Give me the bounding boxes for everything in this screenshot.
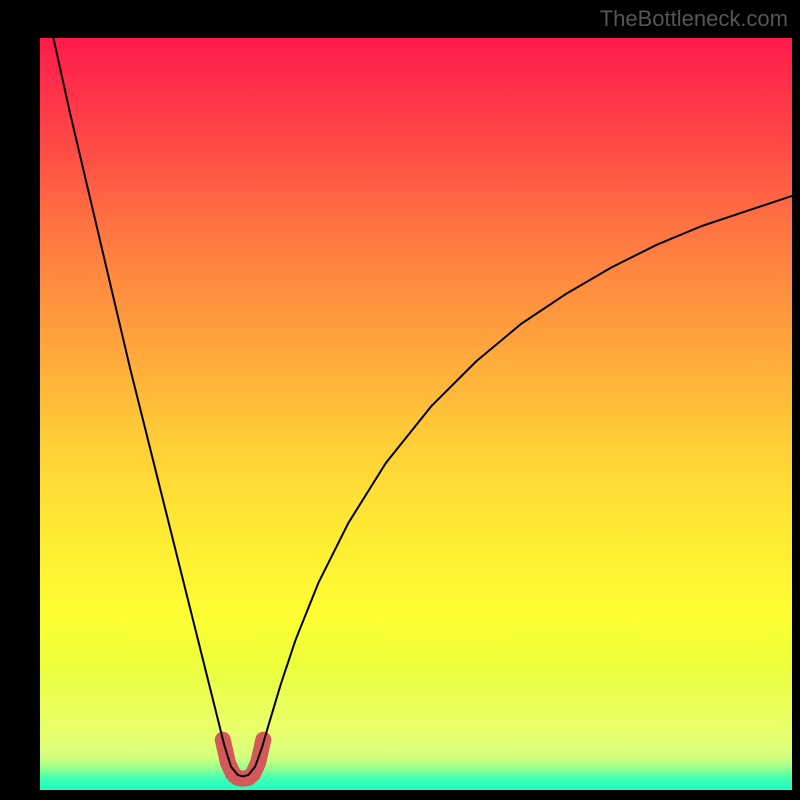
watermark-text: TheBottleneck.com xyxy=(600,6,788,32)
bottleneck-chart xyxy=(40,38,792,790)
figure-container: TheBottleneck.com xyxy=(0,0,800,800)
plot-frame xyxy=(40,38,792,790)
